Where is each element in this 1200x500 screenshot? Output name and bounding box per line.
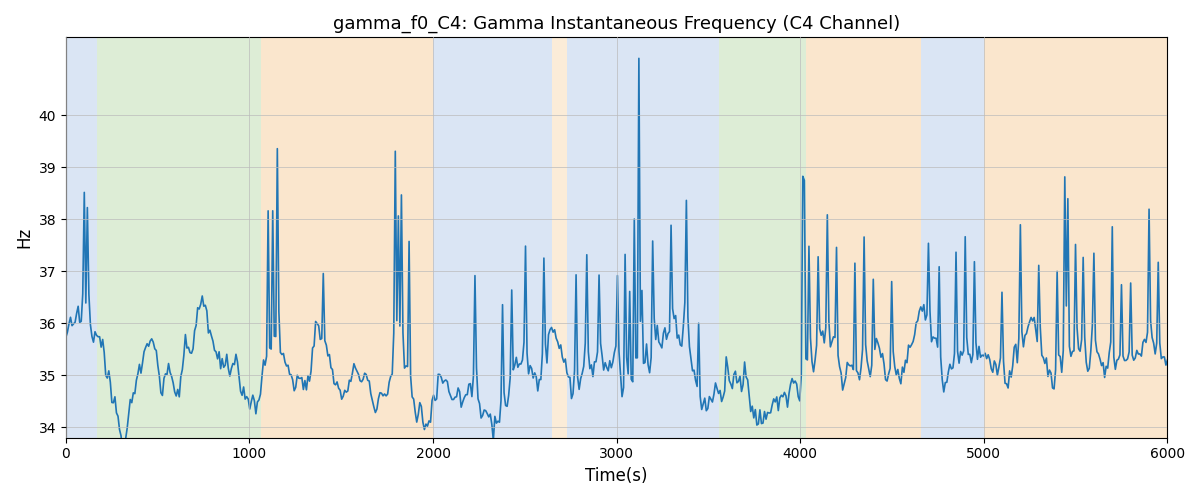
Bar <box>433 38 552 438</box>
Bar <box>689 38 720 438</box>
Bar <box>260 38 433 438</box>
Bar <box>66 38 97 438</box>
Y-axis label: Hz: Hz <box>16 227 34 248</box>
Bar <box>984 38 1168 438</box>
Title: gamma_f0_C4: Gamma Instantaneous Frequency (C4 Channel): gamma_f0_C4: Gamma Instantaneous Frequen… <box>334 15 900 34</box>
Bar <box>922 38 984 438</box>
Bar <box>552 38 568 438</box>
Bar <box>720 38 805 438</box>
Bar <box>97 38 260 438</box>
Bar <box>805 38 922 438</box>
Bar <box>568 38 689 438</box>
X-axis label: Time(s): Time(s) <box>586 467 648 485</box>
